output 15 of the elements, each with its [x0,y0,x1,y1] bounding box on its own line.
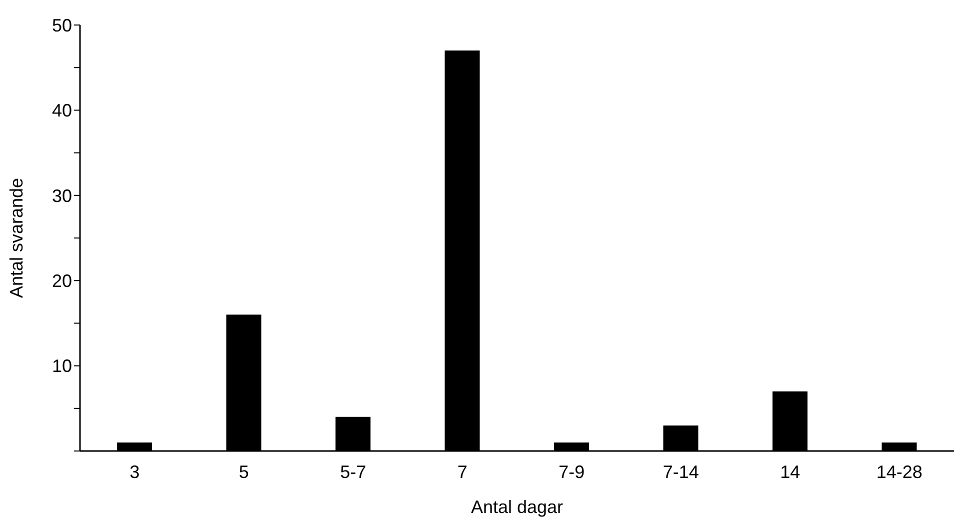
x-tick-label: 7-14 [662,462,699,482]
x-tick-label: 3 [130,462,140,482]
x-tick-label: 5-7 [340,462,366,482]
x-tick-label: 7 [457,462,468,482]
y-tick-label: 40 [52,100,72,121]
x-tick-label: 7-9 [558,462,585,482]
x-tick-label: 5 [238,462,249,482]
y-tick-label: 20 [52,270,72,291]
y-tick-label: 30 [52,186,72,206]
y-tick-label: 10 [52,356,72,376]
x-axis-title: Antal dagar [470,497,564,517]
y-tick-label: 50 [52,15,72,36]
x-tick-label: 14 [780,462,800,482]
x-tick-label: 14-28 [876,462,922,482]
y-axis-title: Antal svarande [6,178,26,298]
